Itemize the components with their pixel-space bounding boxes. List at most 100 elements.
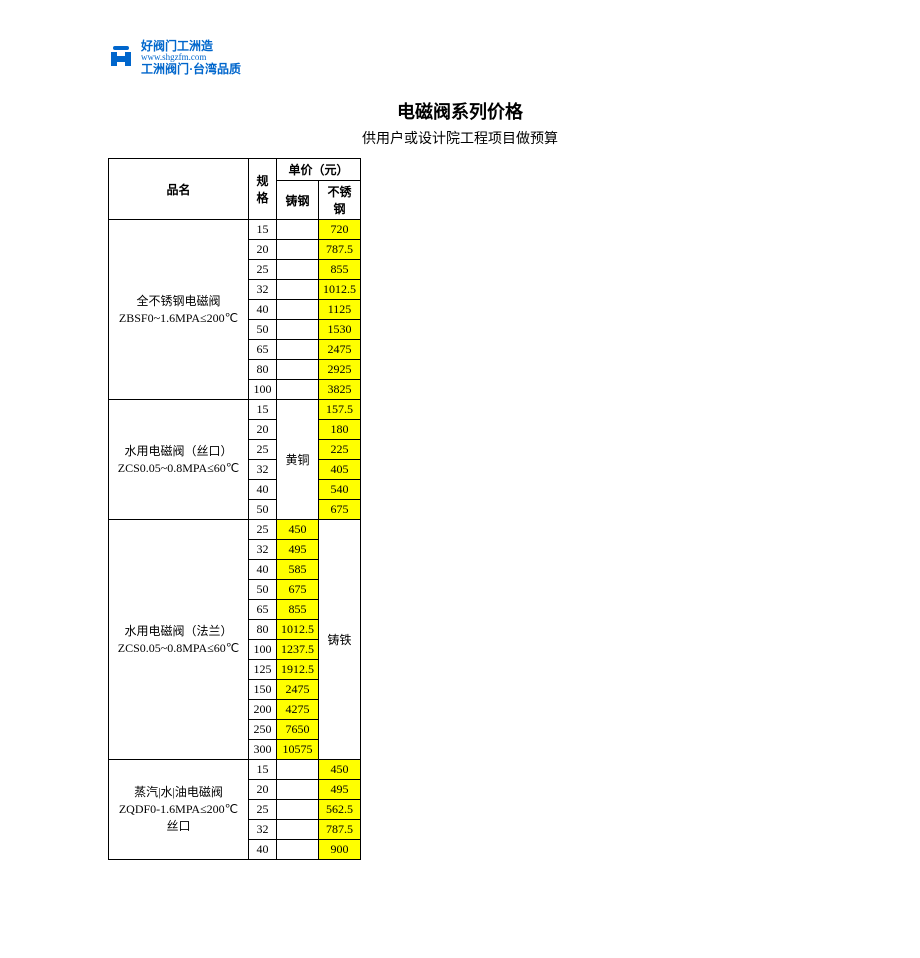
price-cell <box>277 220 319 240</box>
price-cell: 450 <box>319 760 361 780</box>
header-caststeel: 铸钢 <box>277 181 319 220</box>
price-cell: 157.5 <box>319 400 361 420</box>
price-cell: 7650 <box>277 720 319 740</box>
spec-cell: 80 <box>249 360 277 380</box>
header-unitprice: 单价（元） <box>277 159 361 181</box>
price-cell <box>277 340 319 360</box>
price-table: 品名 规格 单价（元） 铸钢 不锈钢 全不锈钢电磁阀ZBSF0~1.6MPA≤2… <box>108 158 361 860</box>
product-name-cell: 水用电磁阀（法兰）ZCS0.05~0.8MPA≤60℃ <box>109 520 249 760</box>
price-cell: 787.5 <box>319 240 361 260</box>
logo-brand: 工洲阀门·台湾品质 <box>141 63 241 76</box>
spec-cell: 100 <box>249 640 277 660</box>
spec-cell: 25 <box>249 260 277 280</box>
price-cell: 1125 <box>319 300 361 320</box>
spec-cell: 50 <box>249 320 277 340</box>
price-cell: 180 <box>319 420 361 440</box>
spec-cell: 300 <box>249 740 277 760</box>
price-cell <box>277 800 319 820</box>
price-cell <box>277 320 319 340</box>
price-cell: 540 <box>319 480 361 500</box>
spec-cell: 100 <box>249 380 277 400</box>
price-cell <box>277 780 319 800</box>
price-cell: 2925 <box>319 360 361 380</box>
price-cell: 1530 <box>319 320 361 340</box>
price-cell: 1012.5 <box>319 280 361 300</box>
page-subtitle: 供用户或设计院工程项目做预算 <box>0 128 920 148</box>
price-cell: 495 <box>319 780 361 800</box>
spec-cell: 65 <box>249 600 277 620</box>
price-cell: 855 <box>319 260 361 280</box>
price-cell: 4275 <box>277 700 319 720</box>
price-cell: 585 <box>277 560 319 580</box>
spec-cell: 40 <box>249 300 277 320</box>
price-cell <box>277 260 319 280</box>
spec-cell: 150 <box>249 680 277 700</box>
price-cell: 720 <box>319 220 361 240</box>
header-name: 品名 <box>109 159 249 220</box>
spec-cell: 32 <box>249 460 277 480</box>
price-cell: 675 <box>319 500 361 520</box>
spec-cell: 32 <box>249 540 277 560</box>
product-name-cell: 蒸汽|水|油电磁阀ZQDF0-1.6MPA≤200℃丝口 <box>109 760 249 860</box>
spec-cell: 40 <box>249 480 277 500</box>
spec-cell: 15 <box>249 760 277 780</box>
logo-icon <box>105 42 137 74</box>
spec-cell: 20 <box>249 780 277 800</box>
spec-cell: 15 <box>249 220 277 240</box>
price-cell: 3825 <box>319 380 361 400</box>
price-cell: 1912.5 <box>277 660 319 680</box>
spec-cell: 32 <box>249 820 277 840</box>
logo-text: 好阀门工洲造 www.shgzfm.com 工洲阀门·台湾品质 <box>141 40 241 76</box>
price-cell-merged: 黄铜 <box>277 400 319 520</box>
price-cell: 2475 <box>319 340 361 360</box>
spec-cell: 25 <box>249 520 277 540</box>
price-cell <box>277 840 319 860</box>
price-cell <box>277 820 319 840</box>
spec-cell: 50 <box>249 580 277 600</box>
product-name-cell: 全不锈钢电磁阀ZBSF0~1.6MPA≤200℃ <box>109 220 249 400</box>
price-cell: 855 <box>277 600 319 620</box>
spec-cell: 15 <box>249 400 277 420</box>
table-body: 全不锈钢电磁阀ZBSF0~1.6MPA≤200℃1572020787.52585… <box>109 220 361 860</box>
spec-cell: 25 <box>249 800 277 820</box>
page-title: 电磁阀系列价格 <box>0 98 920 124</box>
price-cell: 495 <box>277 540 319 560</box>
table-header: 品名 规格 单价（元） 铸钢 不锈钢 <box>109 159 361 220</box>
spec-cell: 40 <box>249 560 277 580</box>
price-cell: 2475 <box>277 680 319 700</box>
table-row: 水用电磁阀（丝口）ZCS0.05~0.8MPA≤60℃15黄铜157.5 <box>109 400 361 420</box>
price-cell: 1012.5 <box>277 620 319 640</box>
spec-cell: 20 <box>249 240 277 260</box>
price-cell: 787.5 <box>319 820 361 840</box>
price-cell: 1237.5 <box>277 640 319 660</box>
price-cell <box>277 760 319 780</box>
price-cell: 450 <box>277 520 319 540</box>
spec-cell: 200 <box>249 700 277 720</box>
price-cell <box>277 300 319 320</box>
spec-cell: 250 <box>249 720 277 740</box>
price-cell: 10575 <box>277 740 319 760</box>
spec-cell: 25 <box>249 440 277 460</box>
table-row: 水用电磁阀（法兰）ZCS0.05~0.8MPA≤60℃25450铸铁 <box>109 520 361 540</box>
header-spec: 规格 <box>249 159 277 220</box>
price-cell-merged: 铸铁 <box>319 520 361 760</box>
product-name-cell: 水用电磁阀（丝口）ZCS0.05~0.8MPA≤60℃ <box>109 400 249 520</box>
spec-cell: 40 <box>249 840 277 860</box>
table-row: 蒸汽|水|油电磁阀ZQDF0-1.6MPA≤200℃丝口15450 <box>109 760 361 780</box>
spec-cell: 32 <box>249 280 277 300</box>
spec-cell: 80 <box>249 620 277 640</box>
spec-cell: 20 <box>249 420 277 440</box>
price-cell: 900 <box>319 840 361 860</box>
price-cell: 562.5 <box>319 800 361 820</box>
header-stainless: 不锈钢 <box>319 181 361 220</box>
price-cell <box>277 280 319 300</box>
price-cell <box>277 380 319 400</box>
logo: 好阀门工洲造 www.shgzfm.com 工洲阀门·台湾品质 <box>105 40 241 76</box>
price-cell: 675 <box>277 580 319 600</box>
spec-cell: 50 <box>249 500 277 520</box>
table-row: 全不锈钢电磁阀ZBSF0~1.6MPA≤200℃15720 <box>109 220 361 240</box>
price-cell: 405 <box>319 460 361 480</box>
spec-cell: 125 <box>249 660 277 680</box>
price-cell: 225 <box>319 440 361 460</box>
spec-cell: 65 <box>249 340 277 360</box>
